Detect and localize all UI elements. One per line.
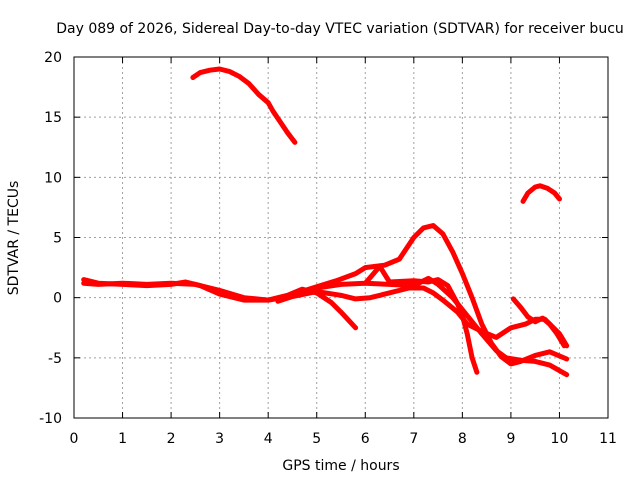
series-track-b [520,183,562,204]
x-tick-label: 3 [215,431,224,447]
x-tick-label: 2 [167,431,176,447]
y-tick-label: 15 [44,110,62,126]
x-tick-label: 8 [458,431,467,447]
chart-title: Day 089 of 2026, Sidereal Day-to-day VTE… [56,21,624,37]
y-tick-label: 0 [53,291,62,307]
series-track-a [190,66,298,145]
y-tick-label: -5 [48,351,62,367]
x-tick-label: 4 [264,431,273,447]
y-axis-title: SDTVAR / TECUs [6,181,22,296]
ticks-layer: 0 1 2 3 4 5 6 7 8 9 10 11 -10 -5 0 5 10 15 20 [39,50,617,447]
series-track-g [362,275,570,378]
y-tick-label: -10 [39,411,62,427]
series-track-h [510,296,567,349]
series-layer [81,66,570,378]
x-tick-label: 10 [551,431,569,447]
y-tick-label: 5 [53,231,62,247]
x-tick-label: 0 [70,431,79,447]
y-tick-label: 10 [44,170,62,186]
x-tick-label: 7 [409,431,418,447]
grid-layer [74,57,608,418]
x-tick-label: 1 [118,431,127,447]
series-track-d [81,277,359,331]
x-tick-label: 5 [312,431,321,447]
x-tick-label: 9 [506,431,515,447]
x-tick-label: 6 [361,431,370,447]
x-tick-label: 11 [599,431,617,447]
x-axis-title: GPS time / hours [282,458,399,474]
y-tick-label: 20 [44,50,62,66]
